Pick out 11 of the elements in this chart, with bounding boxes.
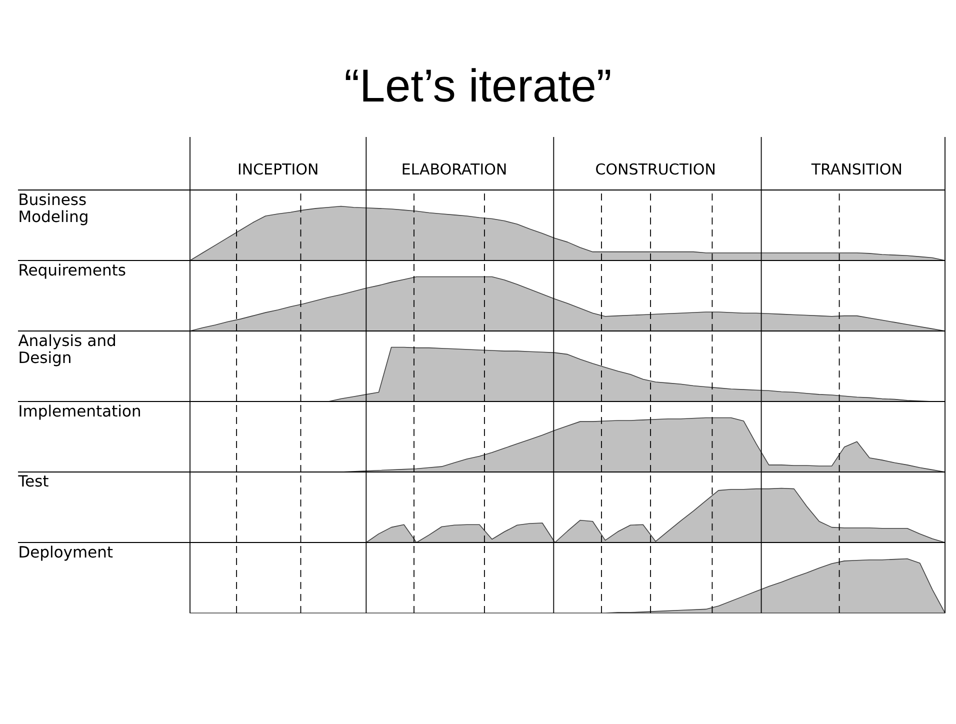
y-axis-title: Analysis and Design [18, 334, 115, 366]
y-axis-title: Implementation [20, 404, 140, 420]
y-axis-title: Test [18, 475, 48, 487]
y-axis-title: Deployment [20, 546, 113, 561]
x-tick-label: TRANSITION [811, 163, 901, 175]
x-tick-label: ELABORATION [402, 163, 506, 175]
x-tick-label: INCEPTION [238, 163, 318, 175]
x-tick-label: CONSTRUCTION [596, 163, 714, 175]
y-axis-title: Business Modeling [20, 193, 88, 226]
chart-title: “Let’s iterate” [346, 68, 610, 102]
y-axis-title: Requirements [20, 264, 126, 279]
